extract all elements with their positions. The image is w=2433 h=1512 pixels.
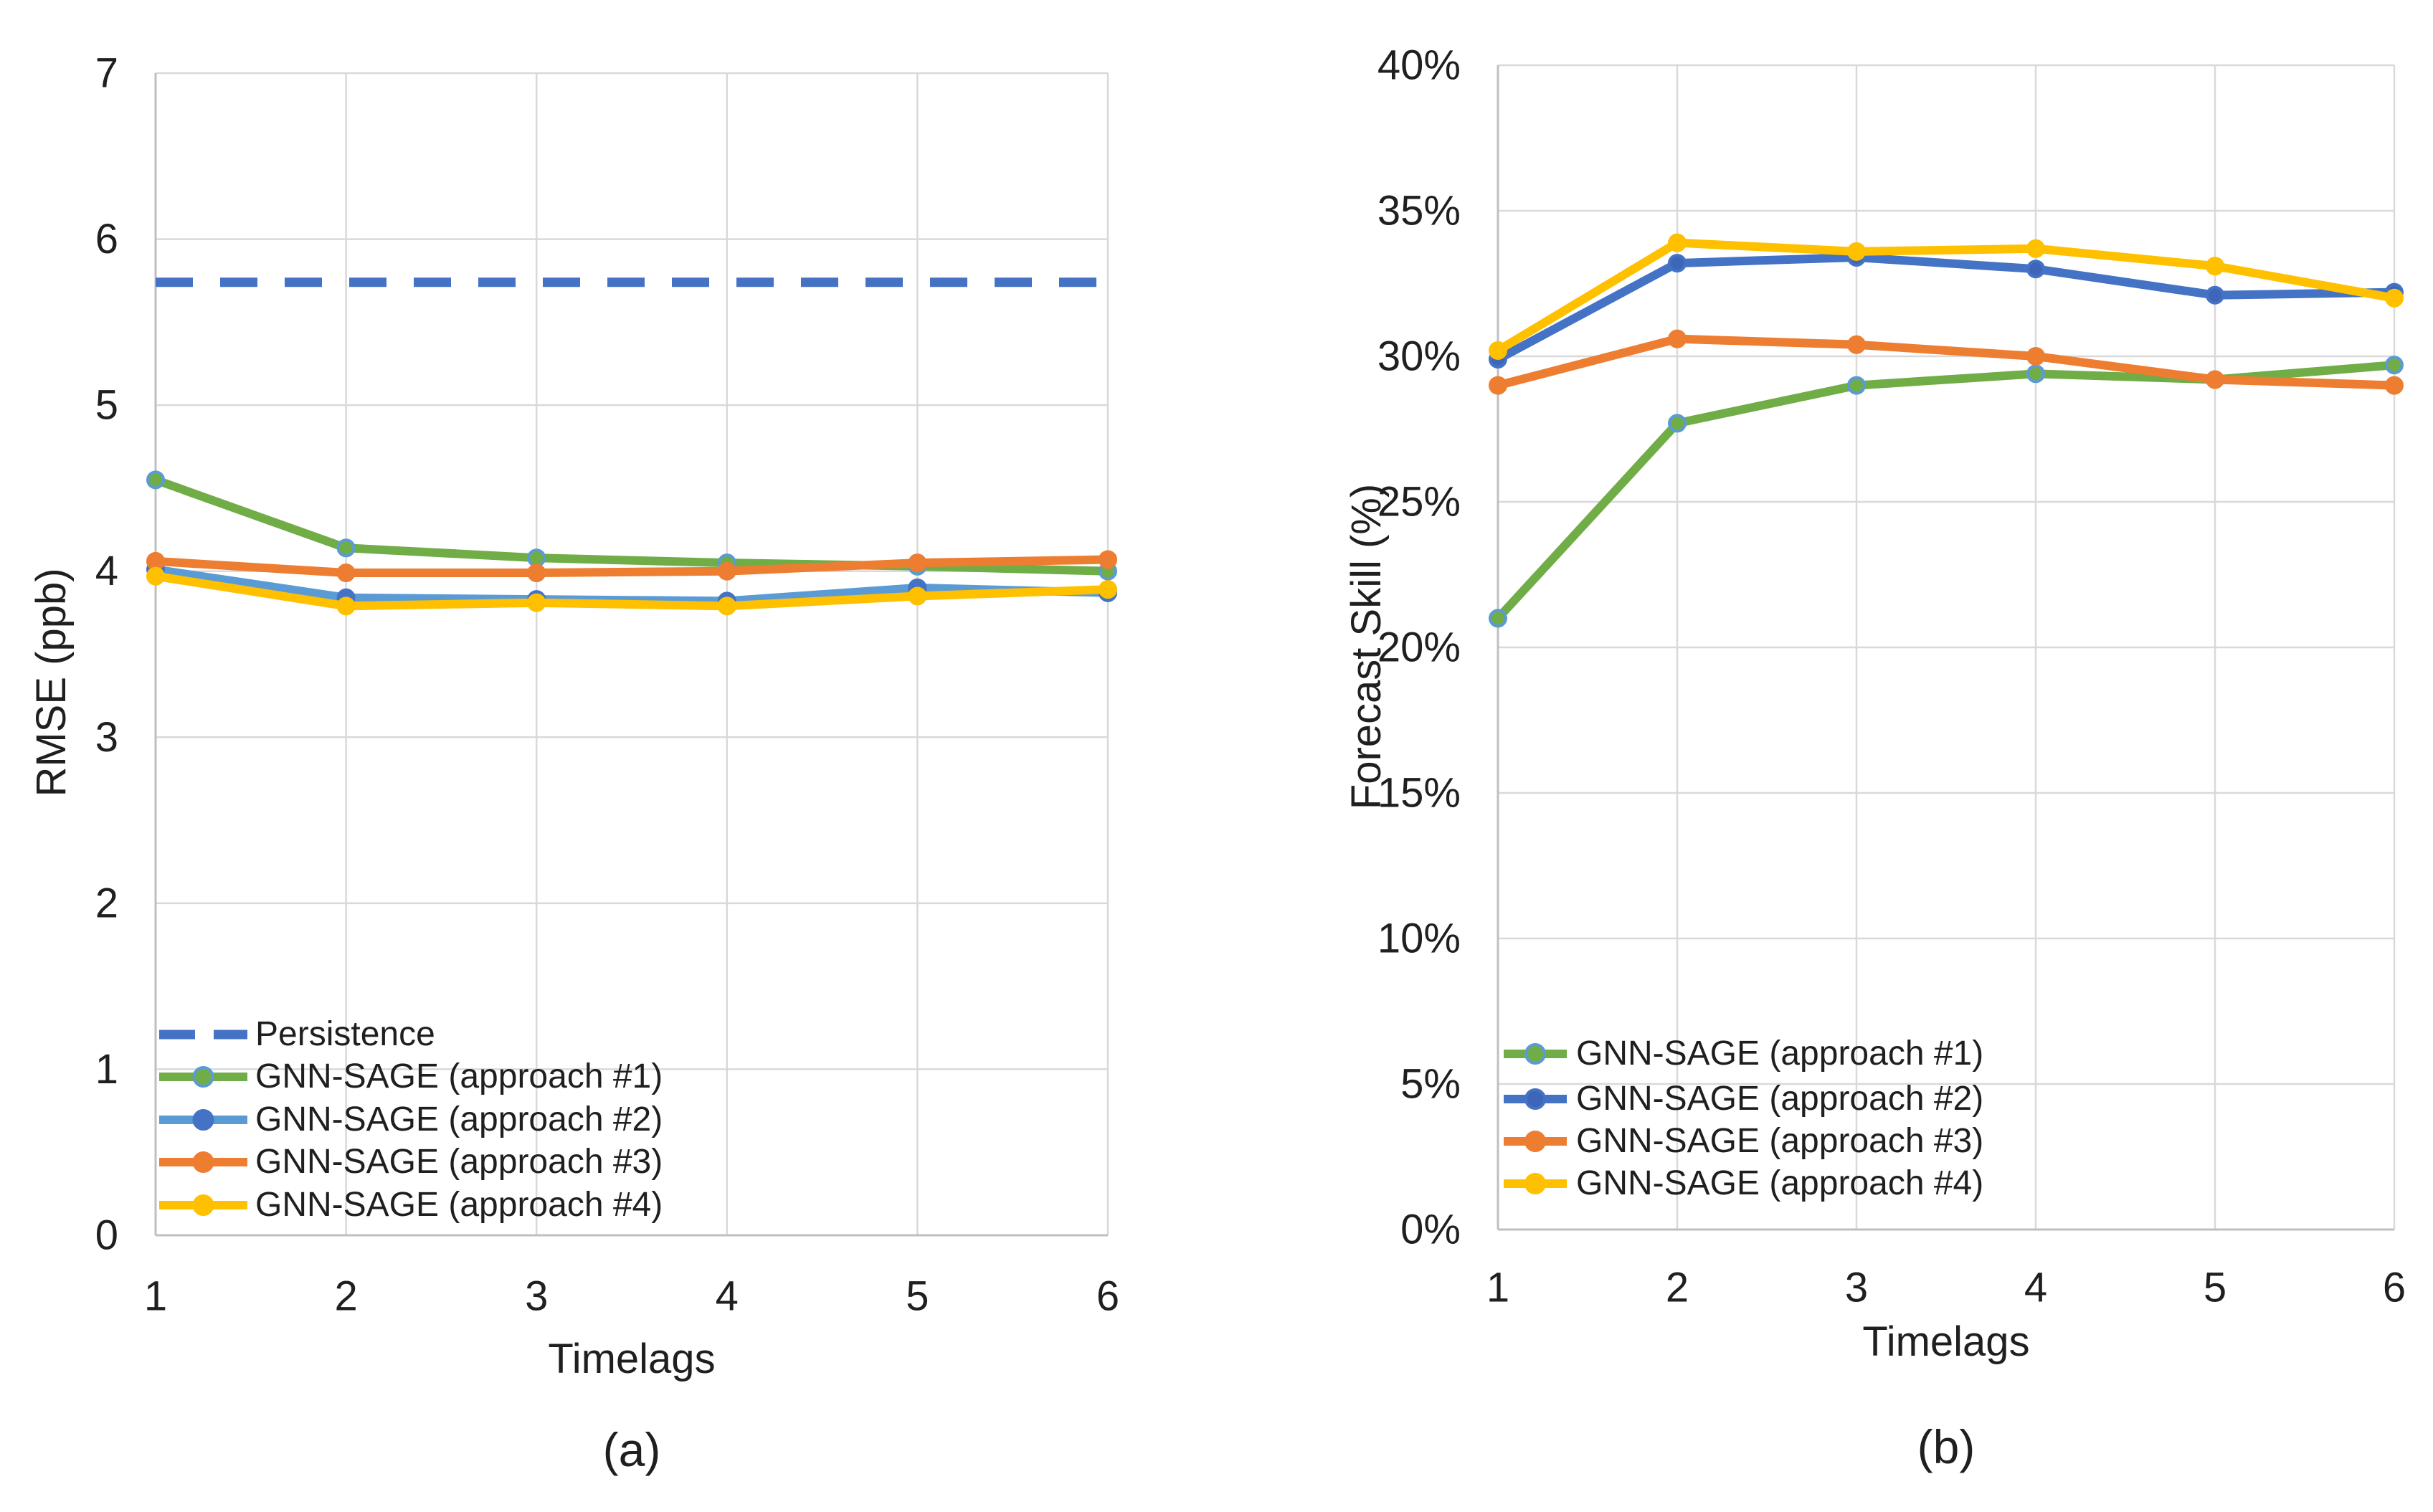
x-tick-label: 4 [716,1273,739,1320]
data-point-marker [1489,341,1507,360]
caption-a: (a) [602,1423,661,1476]
y-axis-title-forecast-skill: Forecast Skill (%) [1343,483,1390,810]
data-point-marker [908,586,927,606]
data-point-marker [1668,329,1687,348]
data-point-marker [1668,254,1687,273]
y-tick-label: 40% [1377,42,1461,89]
data-point-marker [527,564,546,583]
legend-item-approach-2: GNN-SAGE (approach #2) [1576,1080,1984,1118]
series-line [155,571,1109,611]
y-tick-label: 35% [1377,188,1461,234]
y-tick-label: 5 [95,382,118,429]
y-tick-label: 0% [1400,1207,1461,1253]
x-tick-label: 6 [1096,1273,1119,1320]
caption-b: (b) [1917,1420,1976,1473]
legend-item-approach-1: GNN-SAGE (approach #1) [255,1057,663,1095]
data-point-marker [146,566,165,586]
legend-swatch-marker [192,1109,214,1131]
series-line [153,475,1109,576]
data-point-marker [1668,233,1687,252]
data-point-marker [717,561,736,581]
y-tick-label: 20% [1377,624,1461,671]
data-point-marker [1489,609,1507,628]
y-tick-label: 10% [1377,916,1461,962]
y-tick-label: 15% [1377,770,1461,817]
data-point-marker [2385,376,2404,395]
y-tick-label: 0 [95,1212,118,1259]
legend-swatch-marker [192,1066,214,1088]
legend-swatch-marker [1524,1088,1546,1110]
data-point-marker [2026,239,2045,258]
legend-swatch-marker [1524,1131,1546,1152]
data-point-marker [908,553,927,573]
x-tick-label: 6 [2383,1265,2406,1311]
legend-item-approach-2: GNN-SAGE (approach #2) [255,1100,663,1138]
data-point-marker [146,551,165,571]
data-point-marker [2026,260,2045,279]
data-point-marker [1099,550,1117,569]
series-line [1497,334,2395,390]
y-tick-label: 2 [95,880,118,926]
data-point-marker [1489,376,1507,395]
y-tick-label: 3 [95,714,118,761]
y-tick-label: 7 [95,50,118,97]
data-point-marker [1099,580,1117,599]
x-tick-label: 3 [1845,1265,1868,1311]
x-tick-label: 2 [1666,1265,1689,1311]
data-point-marker [2026,347,2045,366]
legend-swatch-marker [1524,1043,1546,1065]
data-point-marker [2385,356,2404,375]
data-point-marker [2206,370,2224,389]
data-point-marker [2206,285,2224,305]
x-tick-label: 5 [906,1273,929,1320]
x-axis-title-timelags-right: Timelags [1862,1318,2030,1365]
legend-swatch-marker [192,1151,214,1173]
data-point-marker [717,596,736,616]
data-point-marker [2206,257,2224,276]
series-line [1495,238,2396,355]
y-tick-label: 4 [95,548,118,594]
data-point-marker [527,548,546,568]
y-axis-title-rmse: RMSE (ppb) [28,568,75,797]
data-point-marker [146,470,165,490]
legend-item-approach-3: GNN-SAGE (approach #3) [1576,1122,1984,1160]
legend-swatch-marker [1524,1173,1546,1194]
x-tick-label: 1 [144,1273,167,1320]
y-tick-label: 30% [1377,333,1461,380]
y-tick-label: 1 [95,1046,118,1093]
data-point-marker [336,538,356,558]
x-tick-label: 4 [2024,1265,2047,1311]
data-point-marker [1847,242,1866,261]
legend-item-approach-1: GNN-SAGE (approach #1) [1576,1035,1984,1073]
data-point-marker [2026,364,2045,384]
series-line [155,555,1109,578]
series-line [1494,361,2395,622]
data-point-marker [1847,335,1866,354]
data-point-marker [1668,414,1687,433]
series-line [1496,252,2395,363]
x-tick-label: 3 [525,1273,548,1320]
x-axis-title-timelags-left: Timelags [548,1336,716,1382]
data-point-marker [527,593,546,612]
y-tick-label: 6 [95,216,118,262]
legend-item-approach-4: GNN-SAGE (approach #4) [255,1186,663,1224]
x-tick-label: 1 [1486,1265,1509,1311]
legend-item-persistence: Persistence [255,1015,435,1053]
legend-item-approach-4: GNN-SAGE (approach #4) [1576,1164,1984,1202]
data-point-marker [2385,288,2404,308]
legend-swatch-marker [192,1194,214,1216]
x-tick-label: 5 [2204,1265,2226,1311]
data-point-marker [1847,376,1866,395]
data-point-marker [336,564,356,583]
data-point-marker [336,596,356,616]
legend-item-approach-3: GNN-SAGE (approach #3) [255,1143,663,1181]
y-tick-label: 5% [1400,1061,1461,1108]
x-tick-label: 2 [334,1273,357,1320]
y-tick-label: 25% [1377,479,1461,526]
